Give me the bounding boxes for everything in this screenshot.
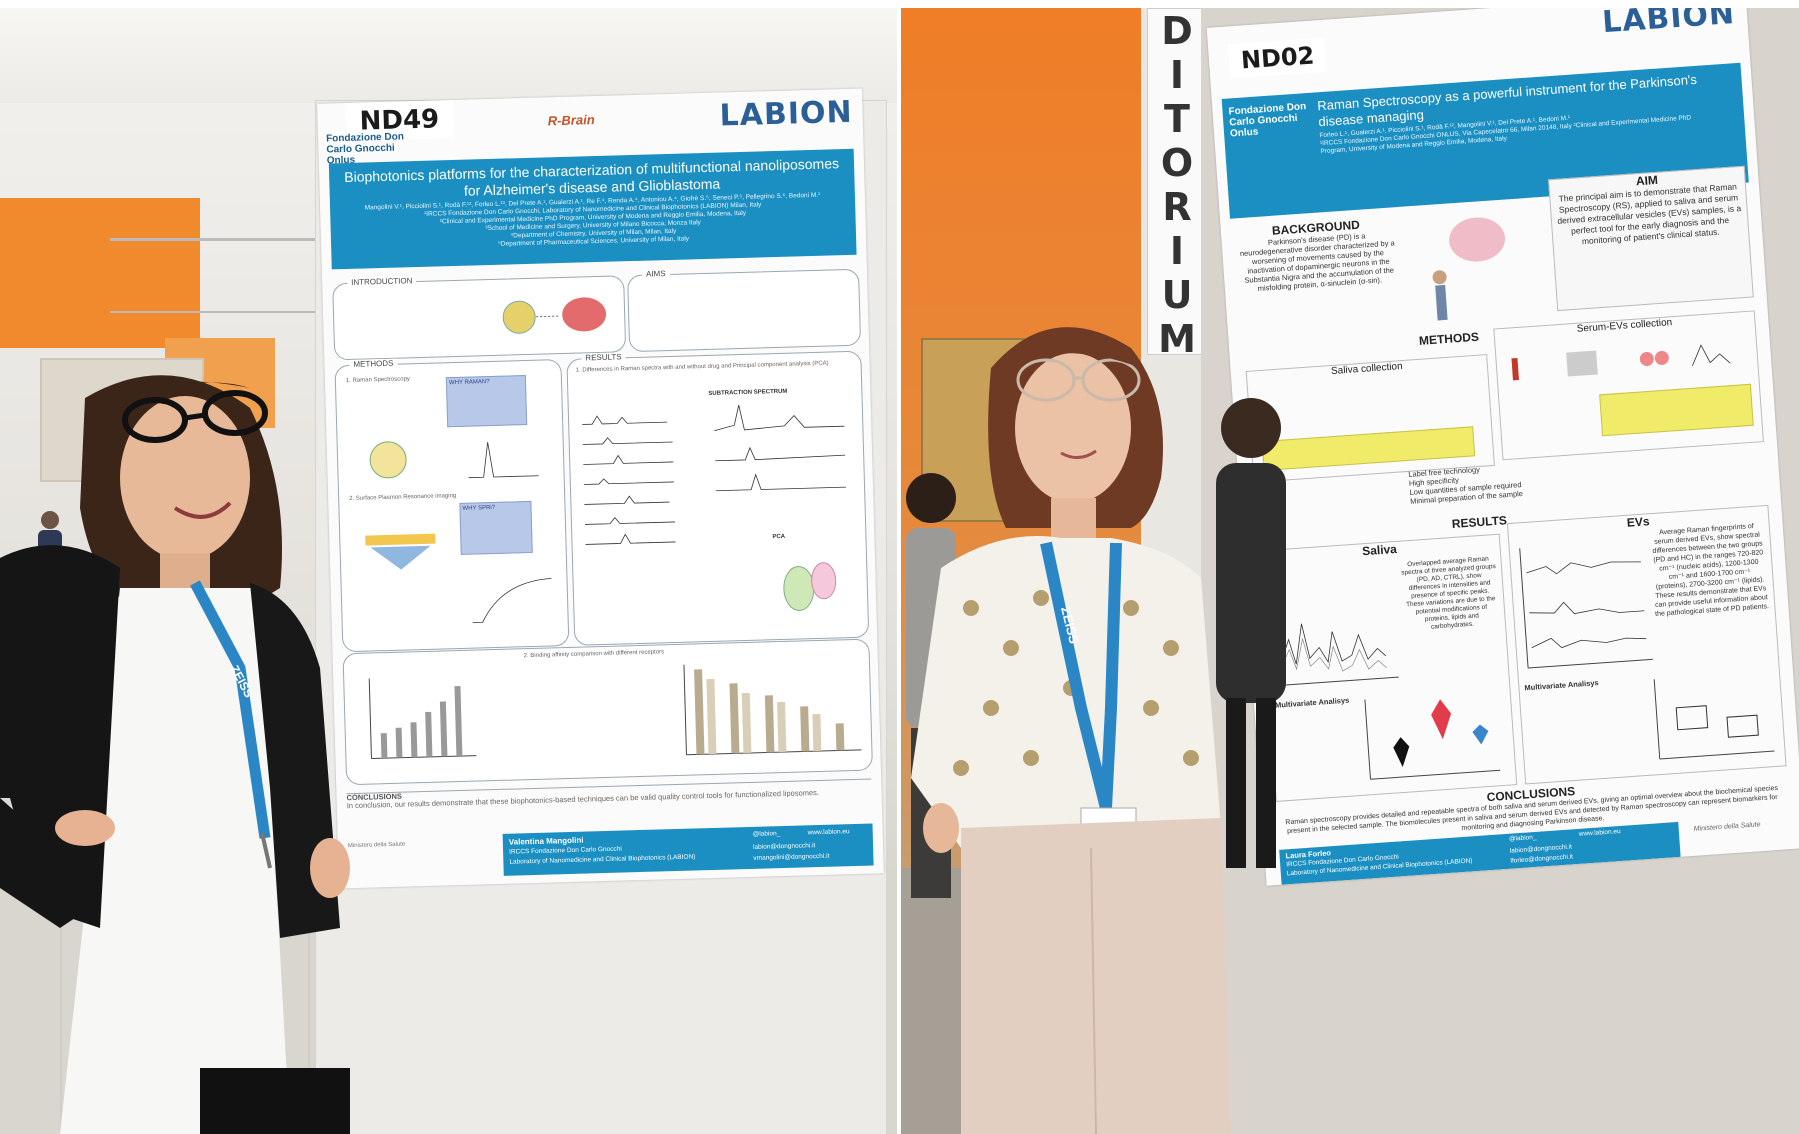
- raman-spectra-stack: [582, 415, 676, 545]
- pca-plot: [783, 562, 837, 611]
- sign-letter-7: U: [1161, 273, 1193, 317]
- raman-diagram: [369, 441, 539, 479]
- spri-diagram: [365, 533, 552, 624]
- why-raman: WHY RAMAN?: [448, 379, 490, 387]
- sign-letter-2: I: [1169, 53, 1185, 97]
- evs-spectra: [1519, 548, 1653, 669]
- poster-code-right: ND02: [1227, 37, 1328, 79]
- serum-workflow: [1511, 344, 1731, 381]
- pca-heading: PCA: [772, 533, 786, 541]
- saliva-scatter: [1364, 699, 1501, 780]
- binding-panel: 2. Binding affinity comparison with diff…: [342, 638, 873, 786]
- ceiling: [0, 8, 897, 103]
- labion-logo-right: LABION: [1601, 8, 1737, 41]
- evs-results: EVs Average Raman fingerprints of serum …: [1506, 504, 1787, 785]
- background-text: Parkinson's disease (PD) is a neurodegen…: [1239, 231, 1395, 293]
- background-person-right: [1216, 398, 1286, 868]
- social-handle-right: @labion_: [1508, 833, 1537, 843]
- presenter-org: IRCCS Fondazione Don Carlo Gnocchi: [509, 845, 622, 856]
- sign-letter-6: I: [1169, 229, 1185, 273]
- orange-wall: [0, 198, 200, 348]
- aim-section: AIM The principal aim is to demonstrate …: [1548, 165, 1754, 312]
- results-panel: RESULTS 1. Differences in Raman spectra …: [566, 350, 870, 646]
- sign-letter-8: M: [1158, 317, 1196, 361]
- methods-heading-right: METHODS: [1418, 329, 1480, 348]
- methods-panel: METHODS 1. Raman Spectroscopy WHY RAMAN?…: [334, 358, 570, 653]
- rbrain-logo: R-Brain: [547, 112, 595, 129]
- serum-collection-box: Serum-EVs collection: [1493, 310, 1764, 461]
- balcony-railing: [110, 238, 320, 313]
- gnocchi-logo-right: Fondazione Don Carlo Gnocchi Onlus: [1228, 101, 1307, 140]
- social-handle: @labion_: [752, 830, 781, 838]
- labion-logo: LABION: [719, 94, 854, 134]
- ministry-logo-right: Ministero della Salute: [1693, 821, 1761, 833]
- results-sub-2: 2. Binding affinity comparison with diff…: [523, 649, 665, 660]
- presenter-left: ZEISS: [0, 375, 350, 1134]
- poster-nd49: ND49 Fondazione Don Carlo Gnocchi Onlus …: [317, 88, 884, 889]
- email-2-right: lforleo@dongnocchi.it: [1510, 853, 1574, 865]
- binding-bar-chart-2: [683, 664, 862, 756]
- results-heading: RESULTS: [581, 352, 626, 363]
- website-right: www.labion.eu: [1578, 827, 1621, 838]
- serum-table: [1599, 383, 1754, 437]
- contact-footer: Valentina Mangolini IRCCS Fondazione Don…: [502, 823, 874, 876]
- results-sub-1: 1. Differences in Raman spectra with and…: [575, 360, 829, 374]
- auditorium-sign: D I T O R I U M: [1147, 8, 1207, 361]
- binding-bar-chart-1: [368, 678, 477, 760]
- evs-note: Average Raman fingerprints of serum deri…: [1652, 522, 1770, 619]
- aims-heading: AIMS: [641, 268, 670, 279]
- email-1: labion@dongnocchi.it: [752, 842, 816, 851]
- brain-person-illustration: [1432, 217, 1506, 321]
- introduction-panel: INTRODUCTION: [332, 275, 627, 361]
- evs-boxplot: [1653, 679, 1775, 760]
- brain-illustration: [502, 297, 607, 334]
- title-banner: Biophotonics platforms for the character…: [328, 148, 857, 270]
- sign-letter-1: D: [1161, 9, 1193, 53]
- photo-right: D I T O R I U M ND02 LABION Fondazione D…: [901, 8, 1799, 1134]
- presenter-lab: Laboratory of Nanomedicine and Clinical …: [509, 853, 696, 866]
- aims-panel: AIMS: [627, 268, 862, 353]
- evs-multivariate: Multivariate Analisys: [1524, 678, 1599, 693]
- website: www.labion.eu: [807, 828, 850, 837]
- sign-letter-4: O: [1160, 141, 1194, 185]
- why-raman-box: WHY RAMAN?: [445, 375, 528, 428]
- email-2: vmangolini@dongnocchi.it: [753, 852, 830, 862]
- introduction-heading: INTRODUCTION: [347, 276, 417, 287]
- results-heading-right: RESULTS: [1451, 513, 1508, 531]
- sign-letter-5: R: [1162, 185, 1192, 229]
- photo-left: ND49 Fondazione Don Carlo Gnocchi Onlus …: [0, 8, 897, 1134]
- saliva-note: Overlapped average Raman spectra of thre…: [1401, 555, 1497, 631]
- presenter-right: ZEISS: [911, 327, 1231, 1134]
- subtraction-spectrum: [714, 405, 847, 492]
- subtraction-heading: SUBTRACTION SPECTRUM: [708, 388, 788, 397]
- presenter-name: Valentina Mangolini: [508, 835, 584, 847]
- sign-letter-3: T: [1164, 97, 1190, 141]
